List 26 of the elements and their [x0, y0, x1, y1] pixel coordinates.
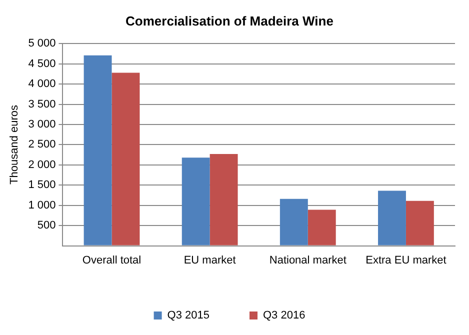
chart-title: Comercialisation of Madeira Wine [126, 13, 334, 28]
y-tick-label: 2 500 [28, 138, 56, 151]
y-tick-label: 1 000 [28, 199, 56, 212]
legend-label: Q3 2016 [263, 310, 306, 322]
bar [308, 210, 336, 246]
bar [378, 190, 406, 246]
legend-label: Q3 2015 [167, 310, 210, 322]
bar [112, 72, 140, 246]
y-tick-label: 3 500 [28, 98, 56, 110]
x-tick-label: Extra EU market [366, 254, 446, 266]
y-tick-label: 2 000 [28, 158, 56, 171]
x-tick-label: Overall total [82, 254, 142, 266]
y-tick-label: 5 000 [28, 38, 56, 50]
bar [406, 200, 434, 246]
bar [84, 55, 112, 246]
bar [210, 154, 238, 246]
bar [182, 158, 210, 246]
x-tick-label: National market [269, 254, 346, 266]
bar [280, 198, 308, 246]
y-tick-label: 4 500 [28, 58, 56, 70]
y-axis-title: Thousand euros [8, 104, 21, 184]
y-tick-label: 3 000 [28, 118, 56, 131]
y-tick-label: 1 500 [28, 179, 56, 192]
y-tick-label: 500 [37, 220, 56, 232]
y-tick-label: 4 000 [28, 78, 56, 90]
x-tick-label: EU market [184, 254, 236, 266]
